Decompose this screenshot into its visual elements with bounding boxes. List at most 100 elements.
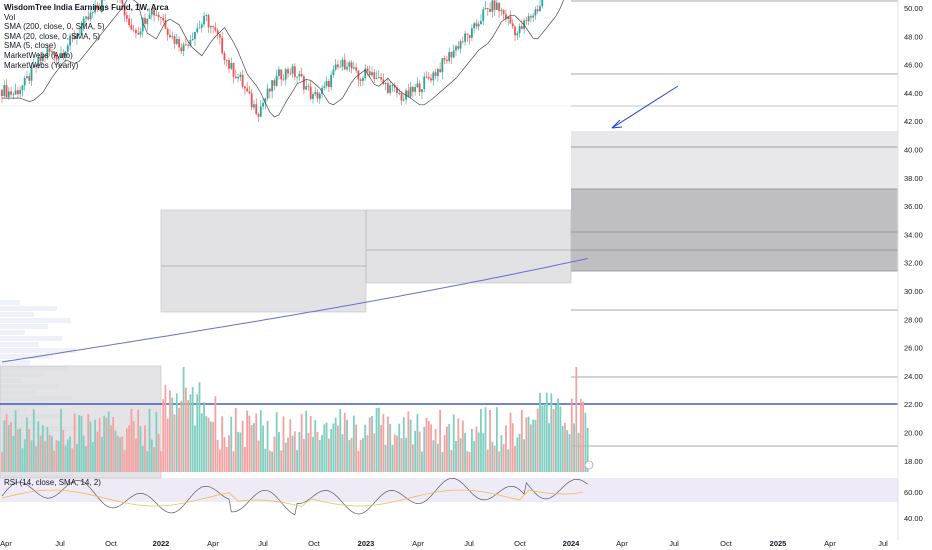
candle-body [171, 36, 174, 38]
volume-bar [366, 435, 369, 472]
volume-bar [194, 425, 196, 472]
candle-body [539, 6, 541, 12]
volume-profile-bar [0, 306, 57, 311]
candle-body [273, 80, 276, 86]
volume-bar [316, 431, 319, 472]
x-tick-label: Apr [0, 539, 12, 548]
volume-bar [171, 397, 174, 472]
x-tick-label: Jul [464, 539, 474, 548]
candle-body [94, 5, 96, 13]
volume-bar [5, 413, 8, 472]
candle-body [278, 69, 280, 76]
volume-bar [248, 415, 251, 472]
volume-bar [178, 408, 180, 472]
volume-bar [498, 451, 501, 472]
candle-body [130, 25, 133, 30]
volume-profile-bar [0, 360, 30, 365]
volume-bar [237, 431, 239, 472]
candle-body [409, 86, 412, 97]
candle-body [91, 12, 94, 14]
volume-bar [421, 451, 423, 472]
volume-bar [418, 431, 421, 472]
candle-body [525, 20, 528, 22]
volume-bar [459, 438, 462, 472]
volume-bar [223, 437, 226, 472]
candle-body [375, 78, 378, 80]
volume-bar [268, 450, 271, 472]
volume-bar [480, 409, 482, 472]
volume-bar [180, 400, 183, 472]
candle-body [418, 83, 421, 93]
sma200-line [1, 258, 588, 363]
volume-bar [132, 421, 135, 472]
volume-bar [452, 414, 455, 472]
volume-bar [253, 423, 255, 472]
candle-body [14, 90, 17, 95]
volume-bar [393, 434, 396, 472]
volume-bar [530, 424, 532, 472]
candle-body [191, 38, 194, 40]
volume-profile-bar [0, 324, 48, 329]
candle-body [128, 18, 131, 26]
candle-body [32, 65, 35, 67]
candle-body [198, 27, 201, 29]
candle-body [178, 38, 180, 48]
candle-body [514, 26, 516, 36]
volume-bar [309, 416, 312, 472]
volume-bar [1, 452, 3, 472]
volume-bar [307, 432, 310, 472]
candle-body [387, 83, 389, 93]
candle-body [194, 31, 196, 39]
candle-body [450, 52, 453, 58]
candle-body [352, 67, 355, 69]
volume-bar [105, 417, 108, 472]
candle-body [337, 64, 339, 67]
candle-body [507, 16, 510, 19]
x-tick-label: Oct [514, 539, 527, 548]
volume-bar [303, 438, 305, 472]
candle-body [343, 59, 346, 70]
candle-body [461, 41, 464, 43]
candle-body [153, 9, 155, 16]
volume-bar [98, 418, 101, 472]
candle-body [407, 90, 410, 97]
candle-body [518, 26, 521, 34]
x-tick-label: 2024 [563, 539, 581, 548]
volume-bar [343, 413, 346, 472]
volume-bar [96, 431, 99, 472]
candle-body [287, 69, 289, 74]
x-tick-label: Apr [207, 539, 219, 548]
indicator-vol: Vol [4, 12, 16, 22]
volume-bar [461, 420, 464, 472]
volume-bar [570, 398, 573, 472]
volume-bar [100, 437, 103, 472]
candle-body [3, 85, 6, 96]
volume-bar [391, 445, 394, 472]
volume-bar [486, 449, 489, 472]
volume-bar [128, 425, 131, 472]
annotation-arrowhead [611, 119, 623, 129]
volume-bar [160, 451, 162, 472]
volume-bar [187, 400, 190, 472]
volume-bar [559, 406, 562, 472]
volume-bar [14, 410, 17, 472]
chart-title: WisdomTree India Earnings Fund, 1W, Arca [4, 3, 169, 12]
volume-bar [377, 407, 380, 472]
candle-body [12, 94, 15, 96]
volume-bar [434, 428, 437, 472]
projection-dark-box [571, 189, 898, 271]
volume-bar [432, 440, 435, 472]
volume-bar [448, 423, 451, 472]
candle-body [169, 34, 171, 38]
candle-body [39, 57, 42, 61]
volume-bar [484, 407, 487, 472]
candle-body [123, 3, 126, 16]
y-tick-label: 48.00 [904, 32, 923, 41]
volume-bar [212, 422, 215, 472]
volume-bar [300, 413, 303, 472]
x-tick-label: Oct [308, 539, 321, 548]
volume-bar [255, 413, 258, 472]
candle-body [243, 86, 246, 89]
volume-bar [573, 423, 575, 472]
